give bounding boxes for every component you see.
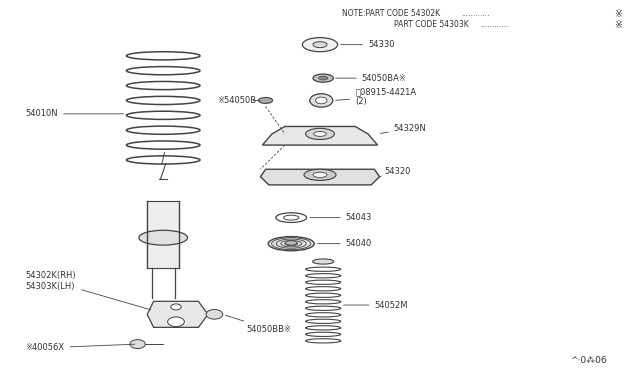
Text: 54320: 54320: [380, 167, 410, 177]
Text: ^·0⁂06: ^·0⁂06: [570, 356, 606, 365]
Text: ............: ............: [480, 20, 509, 29]
Ellipse shape: [313, 172, 327, 177]
Text: ※54050B: ※54050B: [218, 96, 257, 105]
Text: 54329N: 54329N: [380, 124, 426, 134]
Text: 54052M: 54052M: [344, 301, 408, 310]
Ellipse shape: [313, 42, 327, 48]
Ellipse shape: [268, 237, 314, 251]
Text: 54302K(RH)
54303K(LH): 54302K(RH) 54303K(LH): [26, 271, 151, 310]
Text: 54050BA※: 54050BA※: [335, 74, 406, 83]
Circle shape: [171, 304, 181, 310]
Text: NOTE:PART CODE 54302K: NOTE:PART CODE 54302K: [342, 9, 440, 18]
Text: 54010N: 54010N: [26, 109, 124, 118]
Polygon shape: [262, 126, 378, 145]
Text: 54330: 54330: [340, 40, 394, 49]
Ellipse shape: [304, 169, 336, 180]
Ellipse shape: [319, 76, 328, 80]
Ellipse shape: [313, 74, 333, 82]
Ellipse shape: [285, 241, 297, 245]
Text: 54050BB※: 54050BB※: [225, 315, 291, 334]
Polygon shape: [147, 301, 208, 327]
Text: PART CODE 54303K: PART CODE 54303K: [394, 20, 468, 29]
Ellipse shape: [306, 128, 334, 140]
Circle shape: [130, 340, 145, 349]
Circle shape: [310, 94, 333, 107]
Polygon shape: [260, 169, 380, 185]
Text: ※: ※: [614, 20, 623, 31]
Ellipse shape: [314, 131, 326, 136]
Text: ※40056X: ※40056X: [26, 343, 135, 352]
Text: ............: ............: [461, 9, 490, 18]
Text: Ⓜ08915-4421A
(2): Ⓜ08915-4421A (2): [335, 87, 417, 106]
Ellipse shape: [312, 259, 334, 264]
Circle shape: [316, 97, 327, 104]
Ellipse shape: [259, 97, 273, 103]
Text: 54040: 54040: [317, 239, 372, 248]
Circle shape: [206, 310, 223, 319]
Ellipse shape: [302, 38, 338, 52]
Circle shape: [168, 317, 184, 327]
Text: ※: ※: [614, 9, 623, 19]
Text: 54043: 54043: [310, 213, 372, 222]
Ellipse shape: [139, 230, 188, 245]
